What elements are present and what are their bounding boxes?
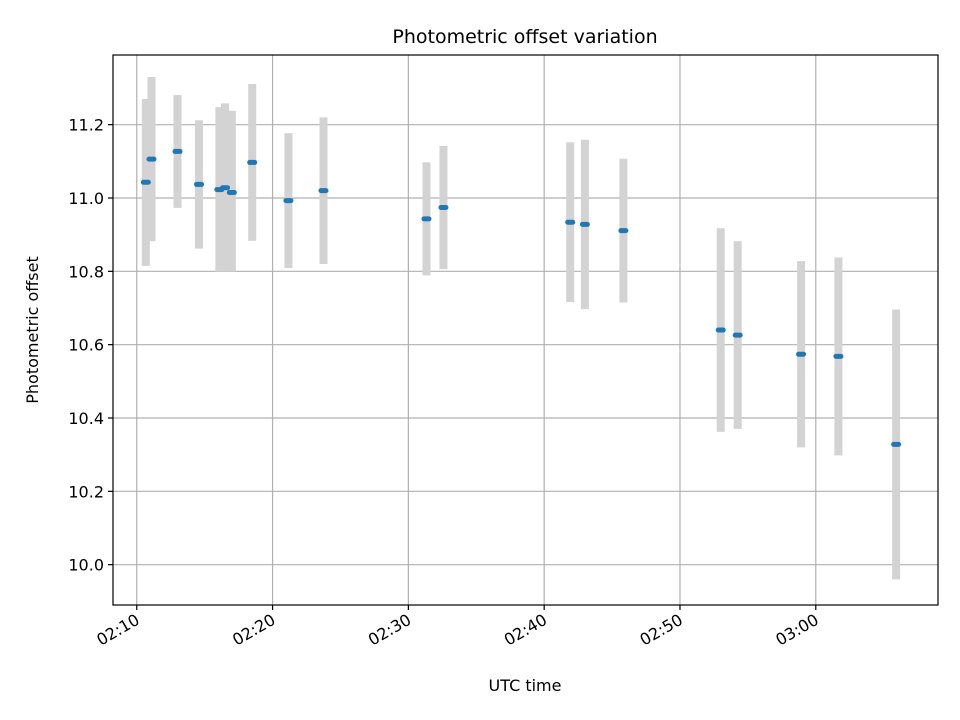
data-point bbox=[140, 179, 151, 185]
data-point bbox=[247, 159, 258, 165]
x-tick-label: 02:40 bbox=[501, 610, 550, 650]
data-point bbox=[194, 181, 205, 187]
x-tick-label: 02:10 bbox=[93, 610, 142, 650]
data-point bbox=[220, 185, 231, 191]
data-point bbox=[715, 327, 726, 333]
data-points bbox=[140, 148, 902, 447]
y-tick-label: 10.8 bbox=[68, 262, 104, 281]
data-point bbox=[618, 228, 629, 234]
data-point bbox=[796, 351, 807, 357]
data-point bbox=[283, 198, 294, 204]
x-axis: 02:10 02:20 02:30 02:40 02:50 03:00 bbox=[93, 605, 822, 650]
chart-title: Photometric offset variation bbox=[392, 26, 657, 48]
data-point bbox=[421, 216, 432, 222]
data-point bbox=[226, 190, 237, 195]
plot-frame bbox=[112, 54, 939, 606]
data-point bbox=[891, 441, 902, 447]
x-axis-label: UTC time bbox=[489, 676, 562, 695]
y-tick-label: 10.4 bbox=[68, 409, 104, 428]
y-axis-label: Photometric offset bbox=[23, 256, 42, 404]
y-tick-label: 10.2 bbox=[68, 482, 104, 501]
y-tick-label: 10.0 bbox=[68, 556, 104, 575]
data-point bbox=[146, 156, 157, 162]
y-tick-label: 11.2 bbox=[68, 116, 104, 135]
y-axis: 10.0 10.2 10.4 10.6 10.8 11.0 11.2 bbox=[68, 116, 113, 575]
data-point bbox=[318, 188, 329, 194]
data-point bbox=[732, 332, 743, 338]
x-tick-label: 02:50 bbox=[637, 610, 686, 650]
data-point bbox=[579, 221, 590, 227]
x-tick-label: 02:30 bbox=[365, 610, 414, 650]
data-point bbox=[438, 205, 449, 211]
data-point bbox=[833, 353, 844, 359]
data-point bbox=[565, 219, 576, 225]
x-tick-label: 03:00 bbox=[772, 610, 821, 650]
x-tick-label: 02:20 bbox=[229, 610, 278, 650]
y-tick-label: 10.6 bbox=[68, 336, 104, 355]
data-point bbox=[172, 148, 183, 154]
plot-background bbox=[113, 55, 938, 605]
y-tick-label: 11.0 bbox=[68, 189, 104, 208]
